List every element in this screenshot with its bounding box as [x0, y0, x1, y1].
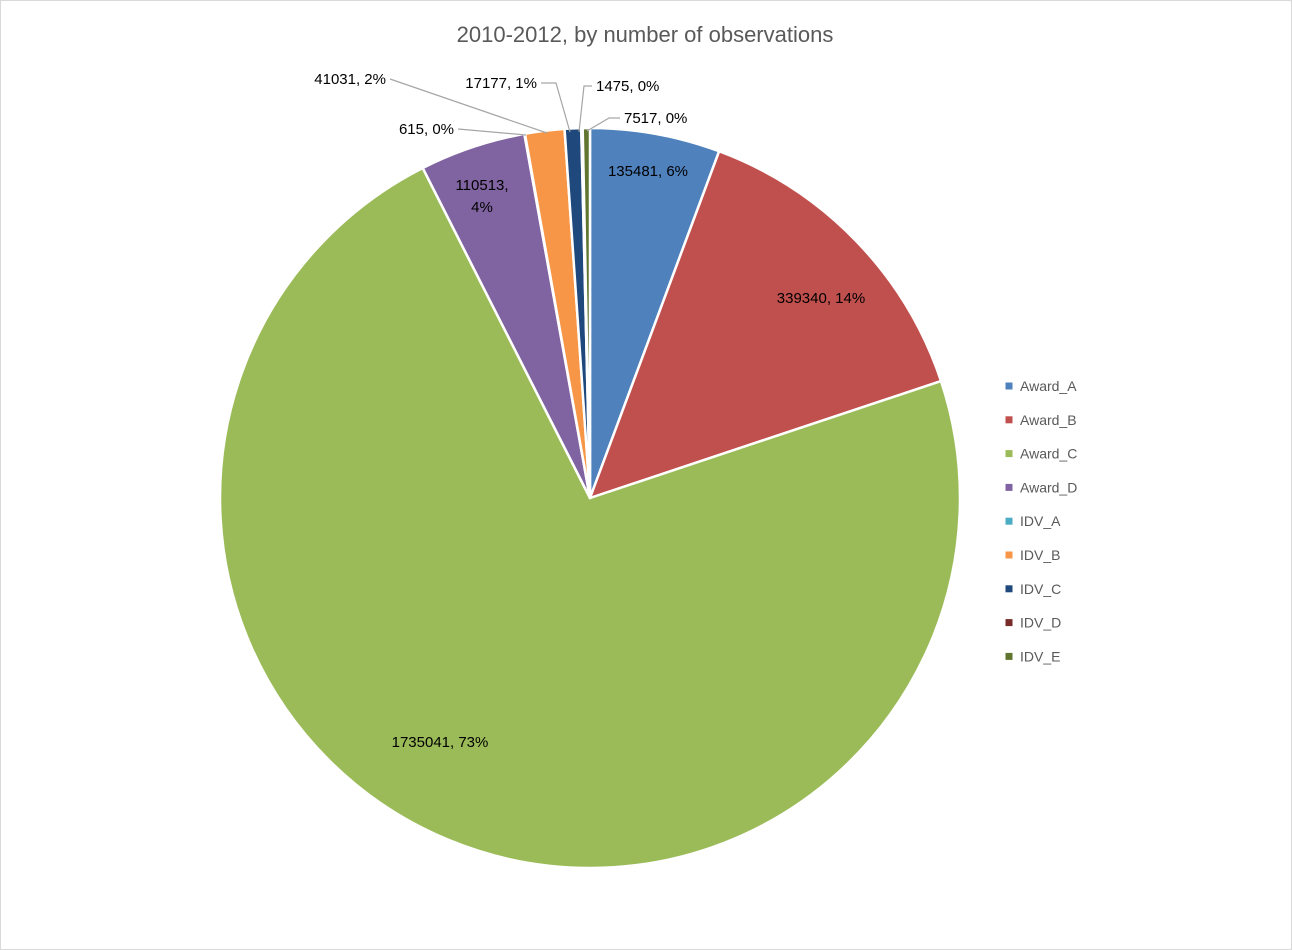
legend-label: Award_B [1020, 412, 1077, 428]
legend-label: Award_A [1020, 378, 1077, 394]
legend-label: IDV_E [1020, 648, 1060, 664]
data-label-idv-b: 41031, 2% [314, 71, 386, 88]
legend-swatch [1005, 416, 1013, 424]
leader-line-idv-c [541, 82, 571, 133]
leader-line-idv-b [389, 78, 548, 134]
legend-swatch [1005, 585, 1013, 593]
legend-entry-award-d: Award_D [1005, 479, 1077, 495]
legend-label: IDV_D [1020, 615, 1061, 631]
legend-swatch [1005, 483, 1013, 491]
pie-slices [218, 126, 962, 870]
data-label-idv-c: 17177, 1% [465, 75, 537, 92]
legend-entry-idv-d: IDV_D [1005, 615, 1061, 631]
legend-entry-idv-e: IDV_E [1005, 648, 1060, 664]
legend-swatch [1005, 450, 1013, 458]
data-label-award-c: 1735041, 73% [392, 734, 489, 751]
legend-entry-idv-c: IDV_C [1005, 581, 1061, 597]
leader-line-idv-a [457, 128, 527, 136]
data-label-idv-e: 7517, 0% [624, 110, 687, 127]
legend-entry-award-c: Award_C [1005, 446, 1077, 462]
legend-swatch [1005, 619, 1013, 627]
data-label-idv-d: 1475, 0% [596, 78, 659, 95]
slice-award-b [588, 150, 943, 500]
leader-line-idv-e [586, 117, 620, 132]
slice-idv-e [581, 126, 592, 500]
chart-title: 2010-2012, by number of observations [457, 22, 834, 47]
leader-line-idv-d [578, 85, 592, 133]
legend-label: IDV_B [1020, 547, 1060, 563]
data-labels: 135481, 6% 339340, 14% 1735041, 73% 110513,… [314, 71, 865, 751]
legend-entry-idv-a: IDV_A [1005, 513, 1061, 529]
legend-entry-award-a: Award_A [1005, 378, 1077, 394]
legend-label: Award_C [1020, 446, 1077, 462]
data-label-award-d: 110513, 4% [455, 177, 508, 216]
legend-label: IDV_A [1020, 513, 1061, 529]
legend-entry-idv-b: IDV_B [1005, 547, 1060, 563]
slice-award-c [218, 166, 962, 870]
leader-lines [389, 78, 620, 136]
legend-label: IDV_C [1020, 581, 1061, 597]
legend-swatch [1005, 382, 1013, 390]
legend: Award_A Award_B Award_C Award_D IDV_A IDV_B ID… [1005, 378, 1077, 664]
legend-swatch [1005, 551, 1013, 559]
data-label-award-b: 339340, 14% [777, 290, 865, 307]
legend-label: Award_D [1020, 479, 1077, 495]
legend-swatch [1005, 652, 1013, 660]
legend-entry-award-b: Award_B [1005, 412, 1077, 428]
data-label-award-a: 135481, 6% [608, 163, 688, 180]
legend-swatch [1005, 517, 1013, 525]
data-label-idv-a: 615, 0% [399, 121, 454, 138]
